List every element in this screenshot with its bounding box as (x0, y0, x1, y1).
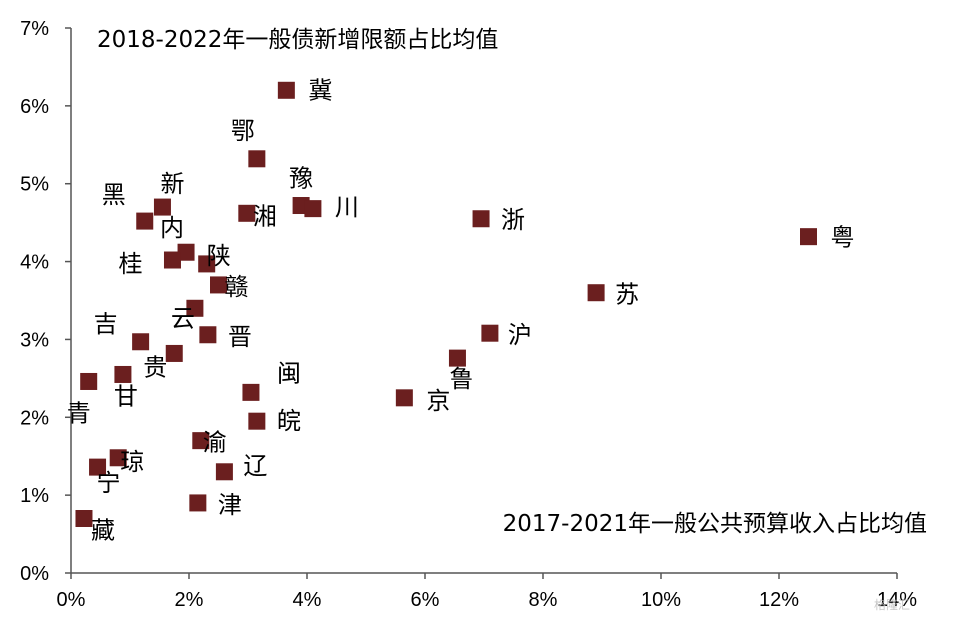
data-point-label: 桂 (118, 250, 142, 278)
x-tick-label: 12% (759, 589, 799, 611)
data-point-marker (210, 276, 227, 294)
data-point-label: 冀 (308, 76, 332, 104)
x-tick-label: 6% (411, 589, 440, 611)
y-tick-label: 6% (20, 96, 49, 118)
data-point-label: 鄂 (231, 117, 255, 145)
y-tick-label: 2% (20, 407, 49, 429)
data-point-label: 渝 (203, 429, 227, 457)
watermark-logo: 格隆汇 (874, 597, 910, 612)
y-tick-label: 7% (20, 18, 49, 40)
data-point-label: 藏 (91, 517, 115, 545)
data-point-marker (189, 494, 207, 512)
y-tick-label: 1% (20, 485, 49, 507)
y-tick-label: 4% (20, 252, 49, 274)
data-point-marker (238, 204, 256, 222)
x-tick-label: 0% (57, 589, 86, 611)
data-point-label: 京 (426, 387, 450, 415)
data-point-label: 琼 (120, 448, 144, 476)
data-point-label: 吉 (94, 310, 118, 338)
data-point-label: 苏 (615, 281, 639, 309)
data-point-marker (89, 458, 107, 476)
data-point-label: 陕 (207, 242, 231, 270)
data-point-marker (248, 412, 266, 430)
data-point-marker (136, 212, 154, 230)
data-point-label: 甘 (114, 382, 138, 410)
x-tick-label: 14% (877, 589, 917, 611)
x-axis-title: 2017-2021年一般公共预算收入占比均值 (503, 511, 927, 537)
data-point-marker (277, 81, 295, 99)
data-point-label: 青 (67, 399, 91, 427)
data-point-marker (163, 251, 181, 269)
data-point-marker (242, 383, 260, 401)
x-tick-label: 4% (293, 589, 322, 611)
data-point-marker (114, 365, 132, 383)
data-point-label: 闽 (277, 359, 301, 387)
data-point-label: 辽 (243, 452, 267, 480)
data-point-label: 川 (335, 194, 359, 222)
x-tick-label: 8% (529, 589, 558, 611)
data-point-label: 云 (171, 304, 195, 332)
data-point-label: 皖 (277, 407, 301, 435)
data-point-marker (186, 299, 204, 317)
data-point-marker (198, 255, 216, 273)
data-point-marker (304, 200, 322, 218)
data-point-label: 沪 (508, 321, 532, 349)
data-point-marker (587, 284, 605, 302)
data-point-marker (199, 326, 217, 344)
data-point-label: 津 (218, 491, 242, 519)
data-point-label: 浙 (501, 206, 525, 234)
data-point-label: 赣 (225, 273, 249, 301)
data-point-marker (75, 510, 93, 527)
y-tick-label: 5% (20, 174, 49, 196)
data-point-label: 贵 (143, 353, 167, 381)
y-tick-label: 3% (20, 329, 49, 351)
data-point-marker (192, 432, 210, 450)
data-point-marker (80, 372, 98, 390)
data-point-marker (481, 324, 499, 342)
axes (70, 28, 897, 574)
data-point-label: 新 (160, 170, 184, 198)
data-point-label: 鲁 (449, 365, 473, 393)
data-points (75, 81, 817, 527)
data-point-marker (472, 210, 490, 228)
data-point-marker (132, 333, 150, 351)
data-point-marker (165, 344, 183, 362)
y-tick-label: 0% (20, 563, 49, 585)
data-point-label: 内 (160, 214, 184, 242)
x-tick-label: 10% (641, 589, 681, 611)
data-point-label: 粤 (831, 224, 855, 252)
data-point-marker (177, 243, 195, 261)
data-point-label: 晋 (228, 323, 252, 351)
data-point-label: 宁 (97, 469, 121, 497)
x-tick-label: 2% (175, 589, 204, 611)
data-point-label: 豫 (289, 165, 313, 193)
data-point-marker (248, 150, 266, 168)
axis-ticks: 0% 2% 4% 6% 8% 10% 12% 14% 0% 1% 2% 3% 4% 5% 6% 7% (20, 18, 917, 611)
data-point-marker (800, 228, 817, 246)
data-point-marker (153, 198, 171, 216)
data-point-marker (215, 463, 233, 481)
data-point-label: 湘 (253, 202, 277, 230)
data-point-label: 黑 (102, 181, 126, 209)
data-point-marker (109, 449, 127, 467)
y-axis-title: 2018-2022年一般债新增限额占比均值 (97, 27, 498, 53)
data-point-marker (448, 349, 466, 367)
data-point-marker (395, 389, 413, 407)
